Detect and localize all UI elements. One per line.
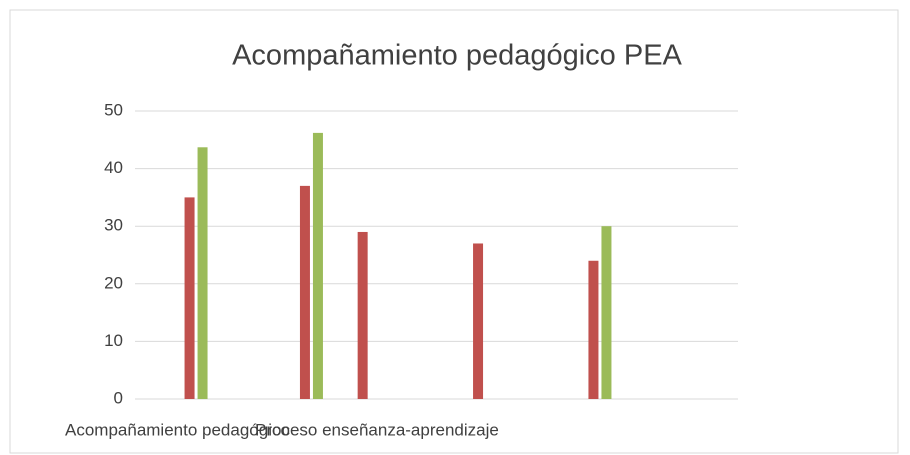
bar <box>473 243 484 399</box>
bar <box>601 226 612 399</box>
bar <box>588 260 599 399</box>
x-tick-label: Proceso enseñanza-aprendizaje <box>255 420 499 439</box>
y-tick-label: 30 <box>104 216 123 235</box>
y-tick-label: 20 <box>104 273 123 292</box>
y-tick-label: 10 <box>104 331 123 350</box>
x-tick-label: Acompañamiento pedagógico <box>65 420 290 439</box>
bar <box>357 231 368 399</box>
chart-border <box>9 9 899 454</box>
bar <box>312 132 323 399</box>
y-tick-label: 50 <box>104 100 123 119</box>
chart-title: Acompañamiento pedagógico PEA <box>232 40 682 72</box>
y-tick-label: 40 <box>104 158 123 177</box>
y-tick-label: 0 <box>114 388 123 407</box>
bar <box>299 185 310 399</box>
bar <box>197 147 208 399</box>
bar <box>184 197 195 399</box>
